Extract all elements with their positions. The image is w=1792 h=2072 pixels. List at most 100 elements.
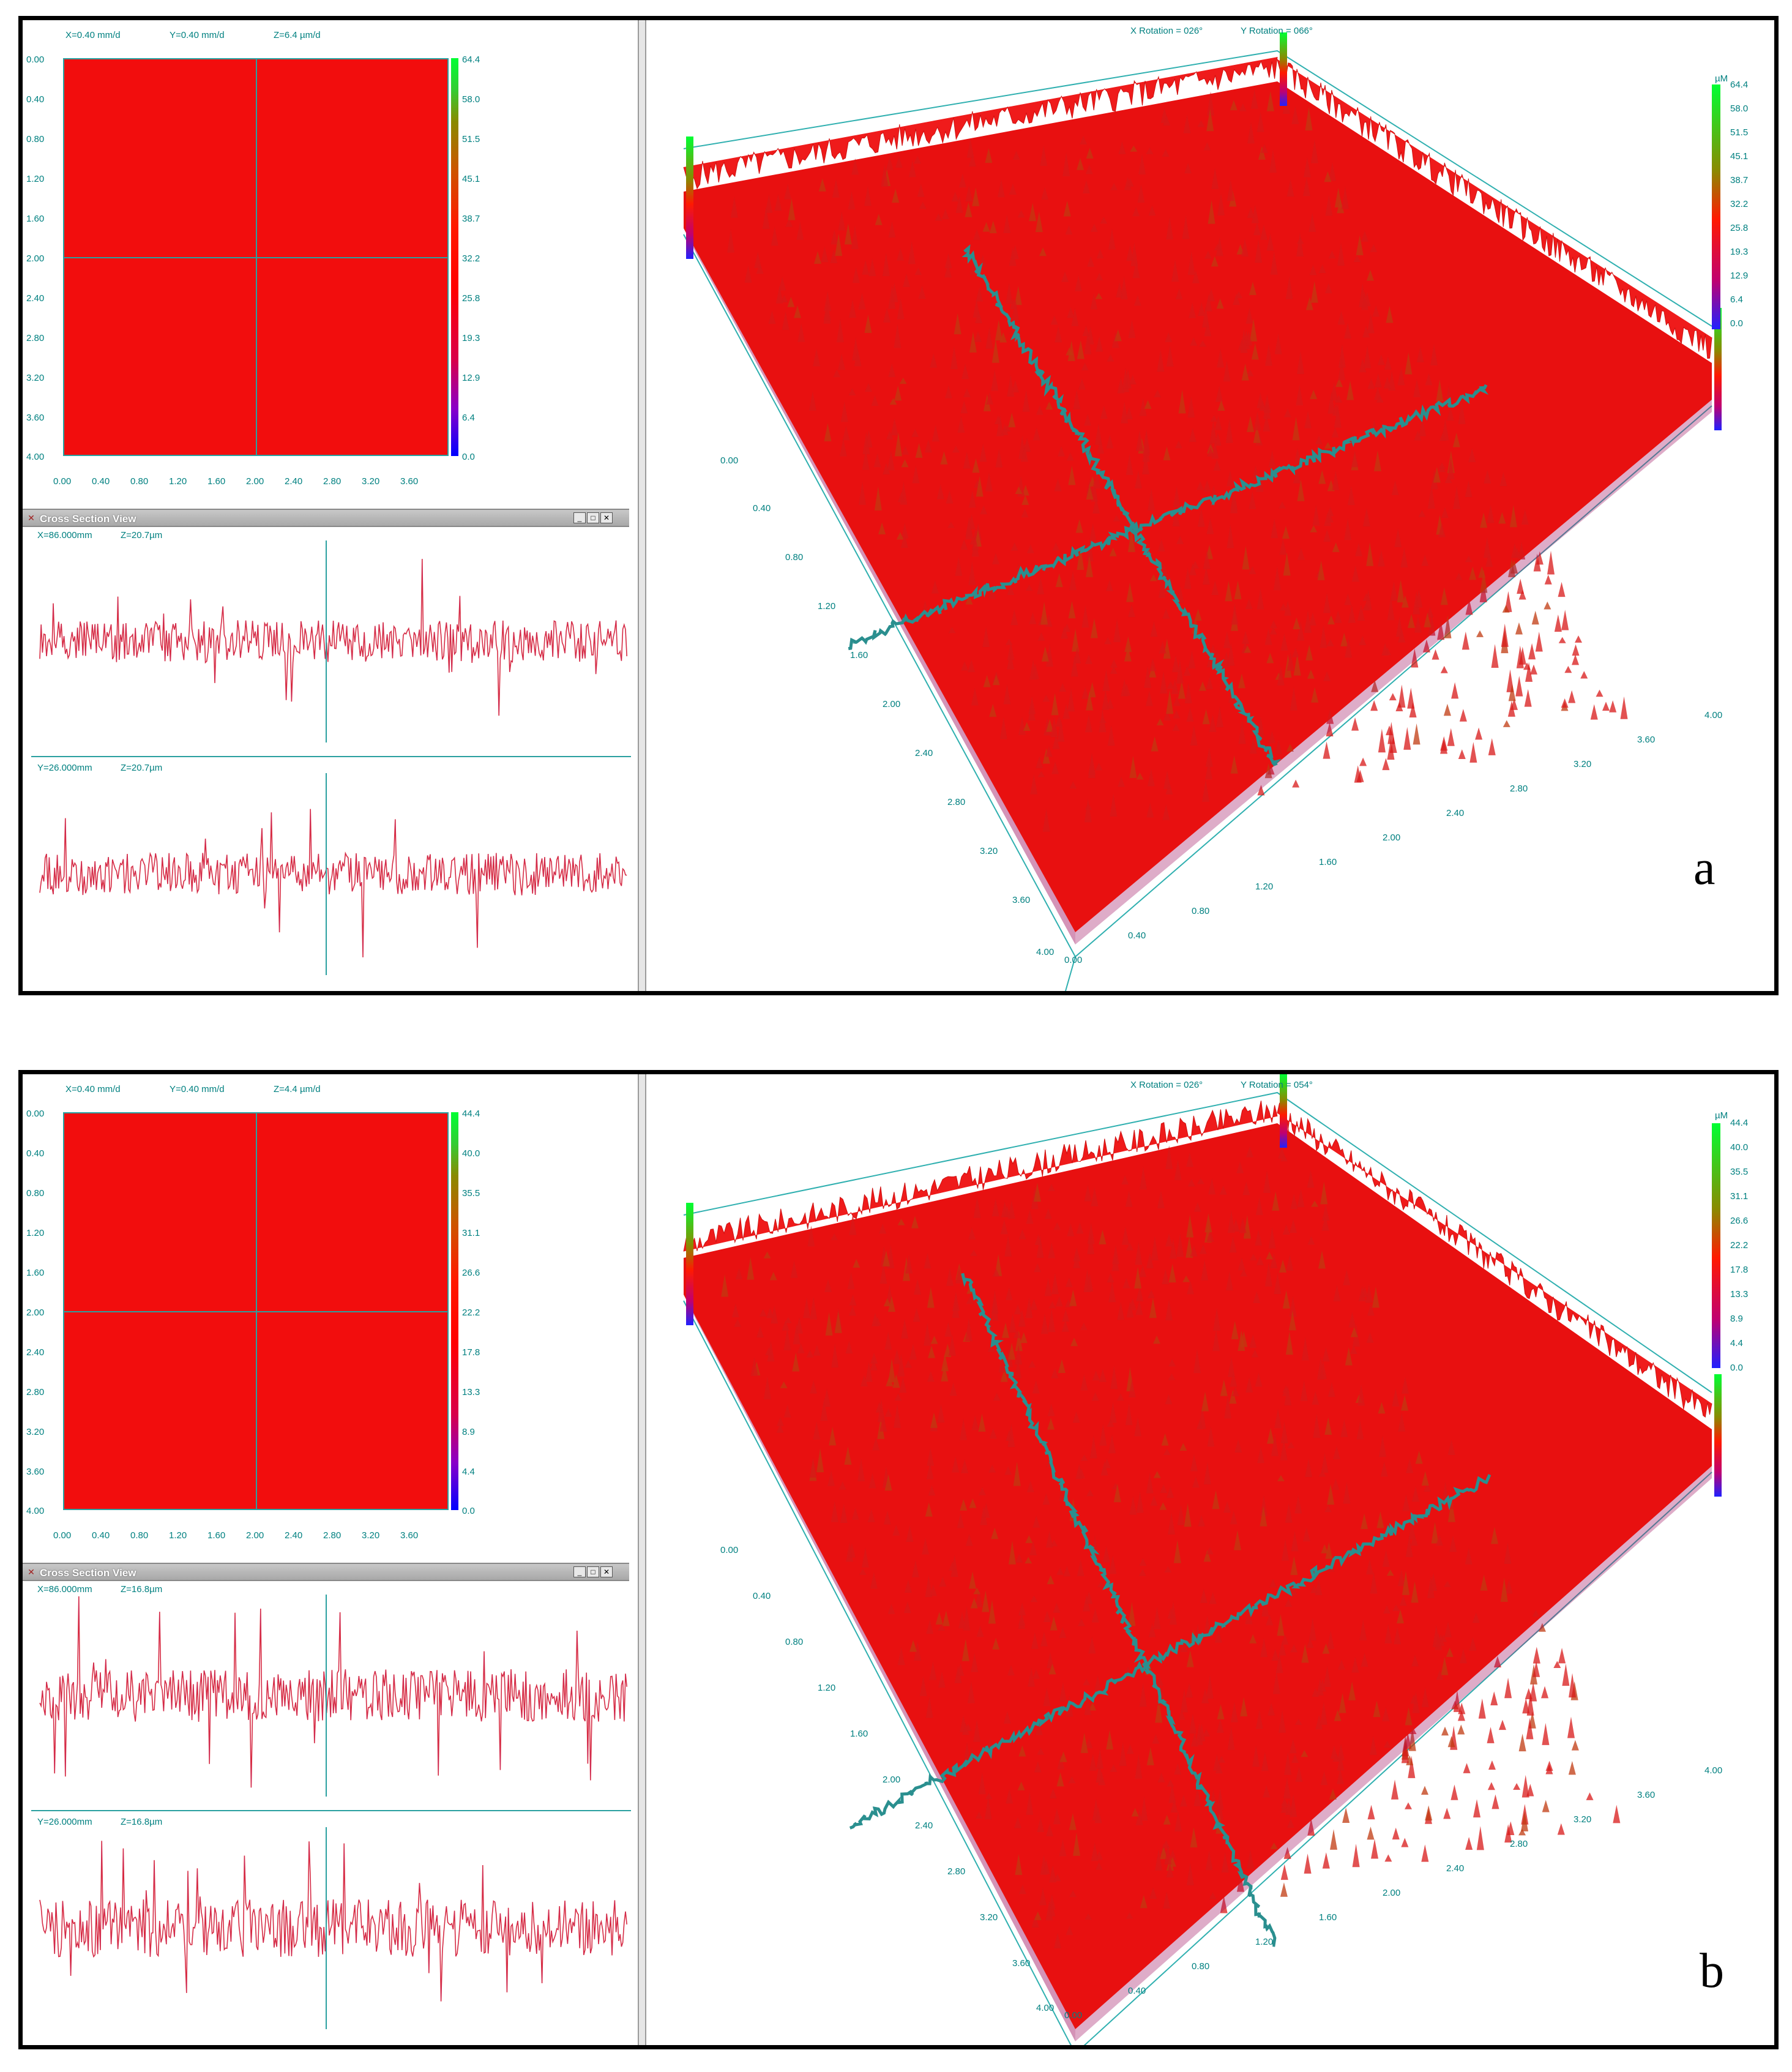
cross-section-y-profile[interactable] <box>31 773 631 975</box>
surface-spike <box>1160 671 1168 694</box>
surface-spike <box>1389 736 1397 754</box>
surface-spike <box>1156 1677 1164 1686</box>
colorbar-tick: 51.5 <box>462 134 480 144</box>
cross-section-y-profile[interactable] <box>31 1827 631 2029</box>
surface-spike <box>1122 683 1130 696</box>
surface-spike <box>1150 1495 1158 1506</box>
surface-spike <box>1023 722 1031 731</box>
surface-spike <box>1518 1734 1526 1752</box>
surface-spike <box>1513 547 1521 558</box>
surface-spike <box>1352 1844 1360 1868</box>
surface-spike <box>937 1404 945 1423</box>
surface-spike <box>1271 1432 1279 1456</box>
crosshair-vertical[interactable] <box>256 1113 257 1509</box>
surface-3d-view[interactable]: X Rotation = 026° Y Rotation = 066° µM 6… <box>647 20 1774 991</box>
profile-line-shade <box>39 559 627 716</box>
surface-spike <box>1438 462 1446 469</box>
cross-section-titlebar[interactable]: ✕ Cross Section View _ □ ✕ <box>23 1563 629 1581</box>
surface-spike <box>816 1448 824 1473</box>
surface-spike <box>1513 1782 1521 1790</box>
surface-spike <box>1476 630 1484 637</box>
surface-spike <box>979 443 987 462</box>
surface-spike <box>1018 1309 1026 1327</box>
surface-spike <box>1286 179 1294 197</box>
surface-spike <box>1568 1760 1576 1775</box>
surface-spike <box>1034 1263 1042 1273</box>
surface-spike <box>1387 722 1395 744</box>
surface-spike <box>849 1213 857 1235</box>
surface-spike <box>1085 714 1092 733</box>
surface-spike <box>1397 367 1405 386</box>
surface-spike <box>1364 345 1372 368</box>
splitter[interactable] <box>638 20 646 991</box>
surface-spike <box>905 1360 913 1368</box>
surface-spike <box>820 1398 828 1421</box>
crosshair-vertical[interactable] <box>256 59 257 455</box>
surface-spike <box>1196 1419 1204 1430</box>
surface-spike <box>1457 1724 1465 1735</box>
surface-spike <box>988 585 996 599</box>
height-map[interactable] <box>63 58 449 456</box>
surface-spike <box>807 1225 815 1247</box>
surface-spike <box>1304 610 1312 633</box>
surface-spike <box>952 1456 960 1473</box>
surface-spike <box>1256 588 1264 610</box>
surface-spike <box>1106 1730 1114 1750</box>
surface-spike <box>1085 164 1093 174</box>
minimize-button[interactable]: _ <box>573 512 586 523</box>
surface-spike <box>1260 224 1267 240</box>
surface-spike <box>1320 625 1327 648</box>
cross-section-x-profile[interactable] <box>31 1595 631 1797</box>
cross-section-titlebar[interactable]: ✕ Cross Section View _ □ ✕ <box>23 509 629 527</box>
surface-spike <box>1468 447 1476 463</box>
splitter[interactable] <box>638 1074 646 2045</box>
surface-spike <box>1293 654 1301 676</box>
surface-spike <box>1069 1812 1077 1830</box>
surface-spike <box>1007 651 1015 670</box>
surface-spike <box>1203 1729 1211 1737</box>
surface-spike <box>1157 1190 1165 1209</box>
surface-spike <box>1359 635 1367 646</box>
minimize-button[interactable]: _ <box>573 1566 586 1577</box>
surface-spike <box>1075 519 1083 533</box>
surface-spike <box>1067 340 1075 361</box>
close-button[interactable]: ✕ <box>600 1566 613 1577</box>
surface-spike <box>882 252 890 277</box>
surface-spike <box>1138 154 1146 175</box>
surface-spike <box>1174 1763 1182 1775</box>
surface-spike <box>1414 430 1422 441</box>
surface-spike <box>1135 1300 1143 1315</box>
maximize-button[interactable]: □ <box>587 1566 599 1577</box>
profile-line-shade <box>39 809 627 958</box>
surface-spike <box>783 1404 791 1418</box>
surface-spike <box>792 1352 800 1372</box>
surface-spike <box>848 1543 856 1558</box>
maximize-button[interactable]: □ <box>587 512 599 523</box>
surface-spike <box>744 265 752 283</box>
surface-3d-view[interactable]: X Rotation = 026° Y Rotation = 054° µM 4… <box>647 1074 1774 2045</box>
surface-spike <box>883 1298 891 1307</box>
surface-spike <box>1291 1754 1299 1763</box>
height-map[interactable] <box>63 1112 449 1510</box>
surface-spike <box>1051 693 1059 716</box>
surface-spike <box>904 1579 912 1593</box>
surface-spike <box>919 1676 927 1696</box>
surface-spike <box>1113 618 1121 643</box>
axis-tick: 2.00 <box>883 699 901 709</box>
surface-skirt-right <box>1075 1466 1712 2041</box>
surface-spike <box>1182 215 1190 239</box>
surface-spike <box>1310 281 1318 303</box>
surface-spike <box>1042 1859 1050 1874</box>
surface-spike <box>813 1421 821 1440</box>
cross-section-x-profile[interactable] <box>31 540 631 742</box>
surface-spike <box>1297 1188 1305 1208</box>
surface-spike <box>1034 1911 1042 1920</box>
surface-spike <box>1052 542 1060 551</box>
surface-spike <box>1567 1716 1575 1738</box>
close-button[interactable]: ✕ <box>600 512 613 523</box>
surface-spike <box>782 1320 790 1331</box>
surface-spike <box>1108 1280 1116 1303</box>
surface-spike <box>969 1249 977 1256</box>
surface-spike <box>924 1322 931 1346</box>
surface-spike <box>1184 163 1192 174</box>
